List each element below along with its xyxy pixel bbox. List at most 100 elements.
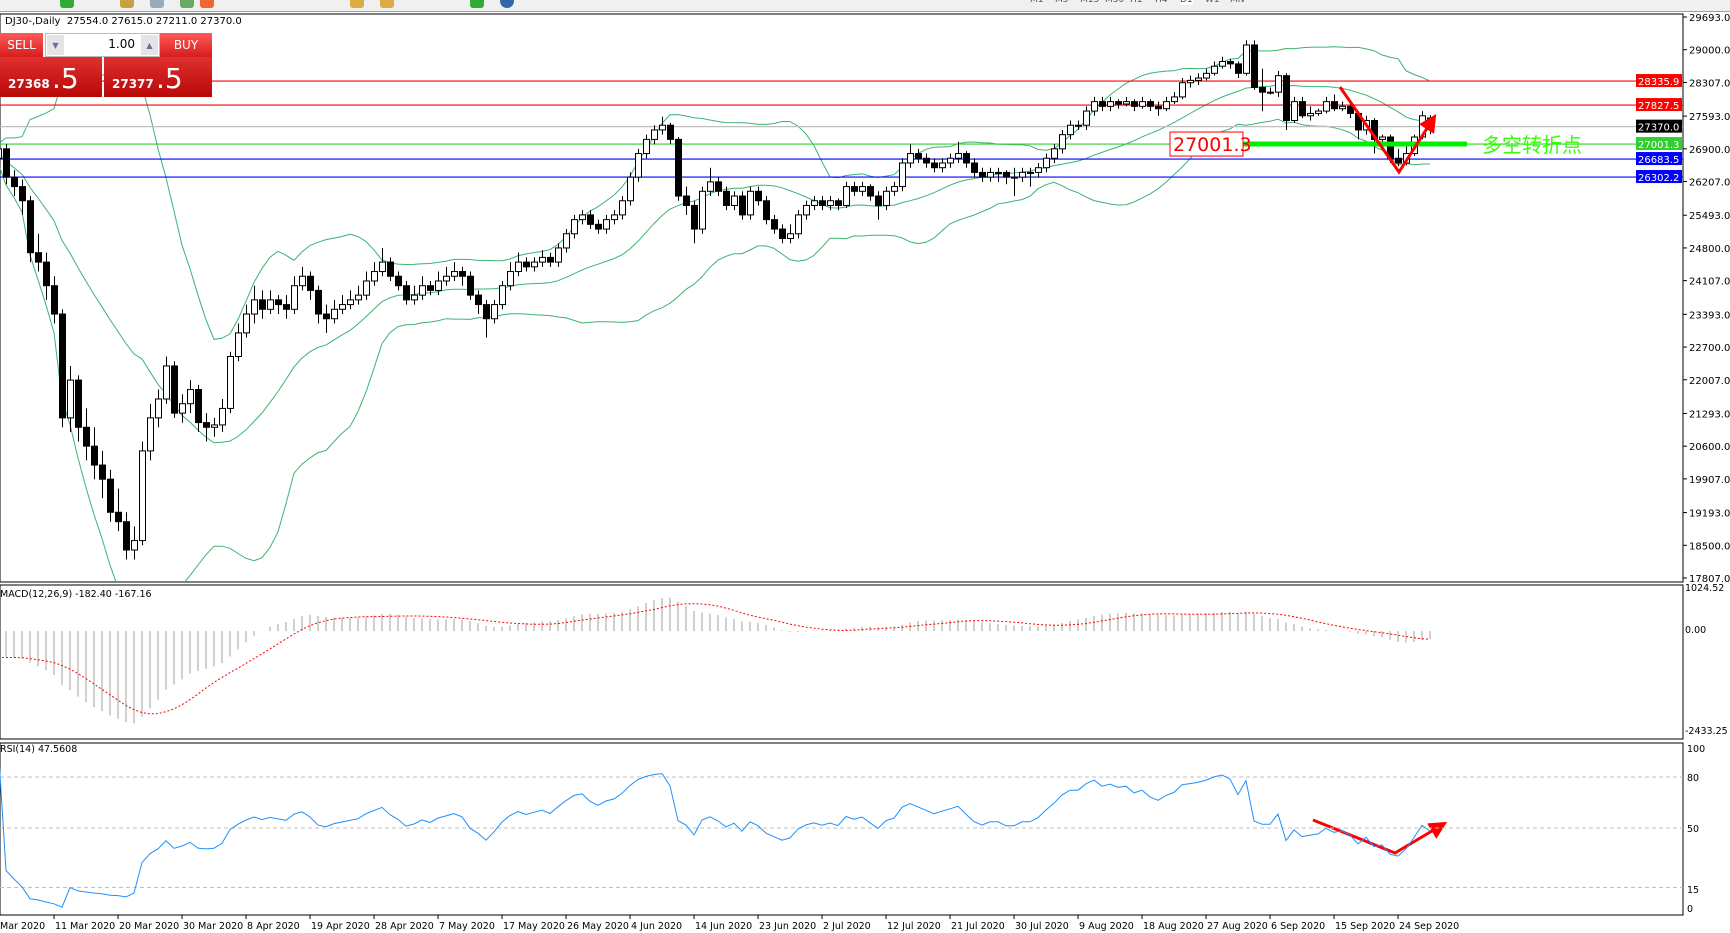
candle: [979, 167, 986, 182]
terminal-icon[interactable]: [180, 0, 194, 8]
candle-body-bull: [411, 294, 418, 301]
candle: [467, 271, 474, 300]
timeframe-h4[interactable]: H4: [1155, 0, 1168, 5]
add-indicator-icon[interactable]: [470, 0, 484, 8]
timeframe-m1[interactable]: M1: [1030, 0, 1044, 5]
candle-body-bear: [115, 511, 122, 523]
timeframe-m30[interactable]: M30: [1105, 0, 1125, 5]
date-tick-label: 30 Mar 2020: [183, 921, 243, 932]
candle-body-bull: [603, 219, 610, 230]
price-tick-label: 26900.0: [1689, 145, 1730, 156]
candle-body-bull: [1307, 112, 1314, 117]
timeframe-w1[interactable]: W1: [1205, 0, 1220, 5]
candle: [731, 191, 738, 211]
candle-body-bear: [387, 261, 394, 277]
candle: [1219, 56, 1226, 69]
candle: [427, 280, 434, 296]
zoom-out-icon[interactable]: [380, 0, 394, 8]
candle: [355, 285, 362, 305]
sell-price-button[interactable]: 27368 .5: [0, 57, 102, 97]
candle-body-bear: [403, 285, 410, 301]
timeframe-mn[interactable]: MN: [1230, 0, 1245, 5]
candle-body-bull: [843, 186, 850, 206]
price-tick-label: 29000.0: [1689, 46, 1730, 57]
candle: [595, 219, 602, 234]
candle: [763, 196, 770, 225]
macd-tick-label: -2433.25: [1685, 726, 1728, 737]
bollinger-lower: [0, 118, 1431, 582]
candle: [963, 151, 970, 168]
candle-body-bull: [155, 398, 162, 419]
new-order-icon[interactable]: [60, 0, 74, 8]
candle-body-bear: [851, 186, 858, 192]
candle: [571, 214, 578, 239]
candle: [683, 186, 690, 215]
candle: [1043, 153, 1050, 173]
navigator-icon[interactable]: [150, 0, 164, 8]
buy-button[interactable]: BUY: [160, 33, 212, 57]
candle-body-bear: [963, 153, 970, 164]
candle: [1259, 68, 1266, 112]
lot-size-stepper[interactable]: ▼ 1.00 ▲: [45, 33, 160, 57]
date-tick-label: Mar 2020: [0, 921, 45, 932]
candle: [1243, 40, 1250, 76]
candle-body-bull: [0, 148, 2, 159]
date-tick-label: 8 Apr 2020: [247, 921, 300, 932]
candle: [27, 196, 34, 263]
timeframe-m5[interactable]: M5: [1055, 0, 1069, 5]
candle: [347, 290, 354, 310]
timeframe-d1[interactable]: D1: [1180, 0, 1193, 5]
candle: [651, 125, 658, 145]
market-watch-icon[interactable]: [120, 0, 134, 8]
price-tick-label: 27593.0: [1689, 112, 1730, 123]
candle-body-bull: [995, 171, 1002, 174]
autotrading-icon[interactable]: [200, 0, 214, 8]
candle: [403, 280, 410, 305]
candle-body-bear: [275, 299, 282, 306]
lot-size-input[interactable]: 1.00: [108, 37, 135, 51]
candle: [243, 304, 250, 338]
candle-body-bull: [651, 129, 658, 140]
candle-body-bear: [307, 275, 314, 291]
candle-body-bear: [587, 214, 594, 225]
v-reversal-arrow: [1338, 86, 1437, 175]
level-price-tag: [1636, 74, 1682, 88]
candle-body-bear: [771, 219, 778, 230]
sell-price-fraction: .5: [52, 62, 79, 95]
candle: [51, 276, 58, 324]
candle: [707, 167, 714, 197]
candle: [747, 186, 754, 220]
date-tick-label: 23 Jun 2020: [759, 921, 816, 932]
candle: [739, 191, 746, 220]
candle: [483, 299, 490, 338]
buy-price-button[interactable]: 27377 .5: [104, 57, 212, 97]
price-tick-label: 19907.0: [1689, 475, 1730, 486]
candle-body-bull: [299, 275, 306, 287]
candle: [947, 153, 954, 168]
candle-body-bull: [827, 200, 834, 206]
candle: [1091, 96, 1098, 116]
candle: [323, 304, 330, 333]
candle: [531, 257, 538, 272]
candle: [1011, 167, 1018, 197]
lot-decrease-icon[interactable]: ▼: [47, 35, 64, 55]
timeframe-m15[interactable]: M15: [1080, 0, 1100, 5]
date-tick-label: 9 Aug 2020: [1079, 921, 1134, 932]
candle-body-bear: [867, 186, 874, 197]
candle-body-bull: [787, 233, 794, 240]
candle: [1195, 73, 1202, 86]
sell-button[interactable]: SELL: [0, 33, 43, 57]
candle-body-bull: [1011, 176, 1018, 179]
candle-body-bear: [27, 200, 34, 254]
candle-body-bull: [731, 195, 738, 206]
period-icon[interactable]: [500, 0, 514, 8]
candle-body-bear: [35, 252, 42, 263]
candle-body-bull: [139, 450, 146, 542]
timeframe-h1[interactable]: H1: [1130, 0, 1143, 5]
candle: [691, 200, 698, 244]
candle-body-bull: [451, 271, 458, 277]
candle-body-bull: [1075, 124, 1082, 127]
lot-increase-icon[interactable]: ▲: [141, 35, 158, 55]
zoom-in-icon[interactable]: [350, 0, 364, 8]
